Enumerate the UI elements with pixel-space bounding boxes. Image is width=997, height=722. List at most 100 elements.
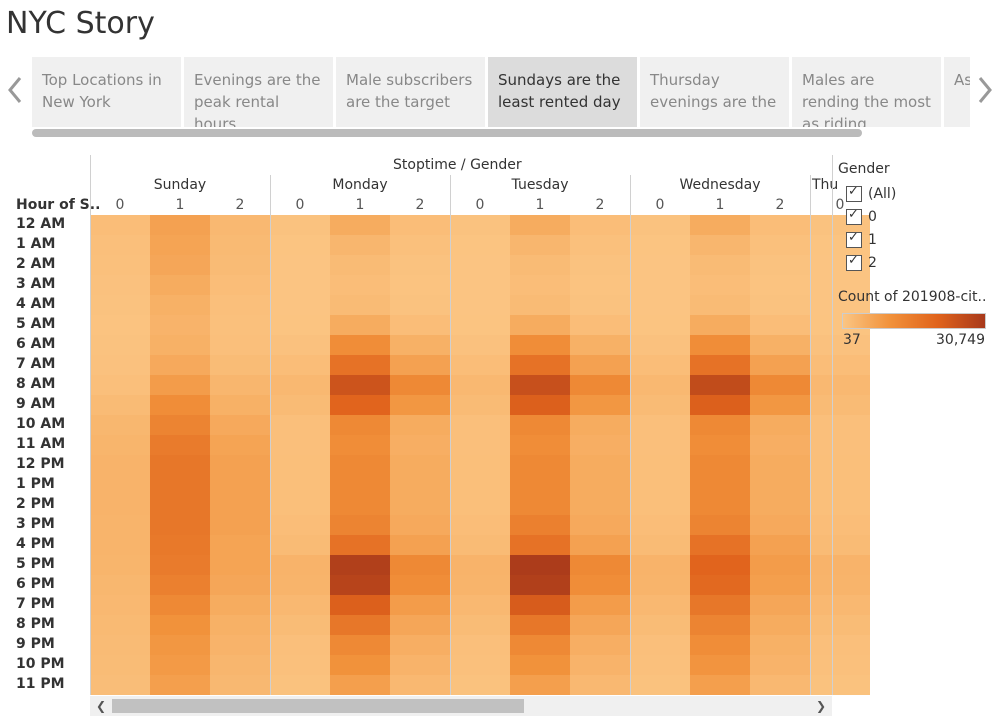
heatmap-cell[interactable] [270, 555, 330, 575]
heatmap-cell[interactable] [810, 555, 870, 575]
heatmap-cell[interactable] [210, 535, 270, 555]
heatmap-cell[interactable] [450, 655, 510, 675]
heatmap-cell[interactable] [630, 535, 690, 555]
heatmap-cell[interactable] [150, 535, 210, 555]
heatmap-cell[interactable] [690, 575, 750, 595]
heatmap-cell[interactable] [750, 615, 810, 635]
heatmap-cell[interactable] [210, 475, 270, 495]
heatmap-cell[interactable] [630, 595, 690, 615]
heatmap-cell[interactable] [90, 295, 150, 315]
heatmap-cell[interactable] [510, 295, 570, 315]
heatmap-cell[interactable] [570, 355, 630, 375]
heatmap-cell[interactable] [750, 275, 810, 295]
heatmap-cell[interactable] [810, 395, 870, 415]
heatmap-cell[interactable] [90, 575, 150, 595]
gender-filter-option[interactable]: 1 [846, 230, 877, 248]
heatmap-cell[interactable] [690, 375, 750, 395]
heatmap-cell[interactable] [690, 595, 750, 615]
heatmap-cell[interactable] [270, 535, 330, 555]
heatmap-cell[interactable] [330, 535, 390, 555]
heatmap-cell[interactable] [330, 415, 390, 435]
heatmap-cell[interactable] [210, 435, 270, 455]
heatmap-cell[interactable] [510, 375, 570, 395]
heatmap-cell[interactable] [750, 315, 810, 335]
heatmap-cell[interactable] [450, 595, 510, 615]
heatmap-cell[interactable] [630, 275, 690, 295]
heatmap-cell[interactable] [390, 655, 450, 675]
heatmap-cell[interactable] [150, 275, 210, 295]
heatmap-cell[interactable] [150, 615, 210, 635]
heatmap-cell[interactable] [90, 635, 150, 655]
heatmap-cell[interactable] [690, 535, 750, 555]
heatmap-cell[interactable] [330, 555, 390, 575]
heatmap-cell[interactable] [450, 615, 510, 635]
heatmap-cell[interactable] [450, 315, 510, 335]
heatmap-cell[interactable] [810, 455, 870, 475]
heatmap-cell[interactable] [450, 475, 510, 495]
heatmap-cell[interactable] [570, 255, 630, 275]
heatmap-cell[interactable] [390, 515, 450, 535]
heatmap-cell[interactable] [270, 575, 330, 595]
heatmap-cell[interactable] [390, 255, 450, 275]
heatmap-cell[interactable] [90, 415, 150, 435]
heatmap-cell[interactable] [810, 335, 870, 355]
heatmap-cell[interactable] [690, 435, 750, 455]
heatmap-cell[interactable] [330, 295, 390, 315]
heatmap-cell[interactable] [150, 495, 210, 515]
heatmap-cell[interactable] [630, 315, 690, 335]
heatmap-cell[interactable] [90, 215, 150, 235]
heatmap-cell[interactable] [270, 215, 330, 235]
heatmap-cell[interactable] [390, 235, 450, 255]
heatmap-cell[interactable] [150, 395, 210, 415]
heatmap-cell[interactable] [750, 575, 810, 595]
heatmap-cell[interactable] [450, 495, 510, 515]
heatmap-cell[interactable] [510, 415, 570, 435]
heatmap-cell[interactable] [630, 455, 690, 475]
heatmap-cell[interactable] [750, 435, 810, 455]
heatmap-cell[interactable] [570, 335, 630, 355]
heatmap-cell[interactable] [270, 595, 330, 615]
chevron-right-icon[interactable] [975, 70, 995, 110]
heatmap-cell[interactable] [450, 635, 510, 655]
heatmap-cell[interactable] [150, 415, 210, 435]
heatmap-cell[interactable] [750, 515, 810, 535]
heatmap-cell[interactable] [510, 555, 570, 575]
heatmap-cell[interactable] [150, 355, 210, 375]
heatmap-cell[interactable] [630, 335, 690, 355]
heatmap-cell[interactable] [750, 555, 810, 575]
heatmap-cell[interactable] [630, 295, 690, 315]
heatmap-cell[interactable] [90, 475, 150, 495]
heatmap-cell[interactable] [210, 355, 270, 375]
heatmap-cell[interactable] [750, 335, 810, 355]
heatmap-cell[interactable] [210, 335, 270, 355]
heatmap-cell[interactable] [570, 655, 630, 675]
heatmap-cell[interactable] [750, 355, 810, 375]
heatmap-cell[interactable] [690, 255, 750, 275]
heatmap-cell[interactable] [570, 375, 630, 395]
heatmap-cell[interactable] [690, 455, 750, 475]
story-point-2[interactable]: Male subscribers are the target [336, 57, 485, 127]
heatmap-cell[interactable] [810, 635, 870, 655]
heatmap-cell[interactable] [270, 655, 330, 675]
heatmap-cell[interactable] [510, 535, 570, 555]
heatmap-cell[interactable] [510, 315, 570, 335]
heatmap-cell[interactable] [210, 455, 270, 475]
heatmap-cell[interactable] [330, 215, 390, 235]
heatmap-cell[interactable] [90, 235, 150, 255]
heatmap-cell[interactable] [630, 635, 690, 655]
heatmap-cell[interactable] [450, 275, 510, 295]
heatmap-cell[interactable] [510, 335, 570, 355]
heatmap-cell[interactable] [90, 495, 150, 515]
heatmap-cell[interactable] [210, 615, 270, 635]
heatmap-cell[interactable] [390, 555, 450, 575]
heatmap-cell[interactable] [150, 575, 210, 595]
heatmap-cell[interactable] [390, 435, 450, 455]
scrollbar-thumb[interactable] [112, 699, 524, 713]
heatmap-cell[interactable] [90, 615, 150, 635]
heatmap-cell[interactable] [450, 255, 510, 275]
heatmap-cell[interactable] [450, 575, 510, 595]
heatmap-cell[interactable] [570, 435, 630, 455]
heatmap-cell[interactable] [570, 635, 630, 655]
heatmap-cell[interactable] [90, 655, 150, 675]
heatmap-cell[interactable] [690, 395, 750, 415]
